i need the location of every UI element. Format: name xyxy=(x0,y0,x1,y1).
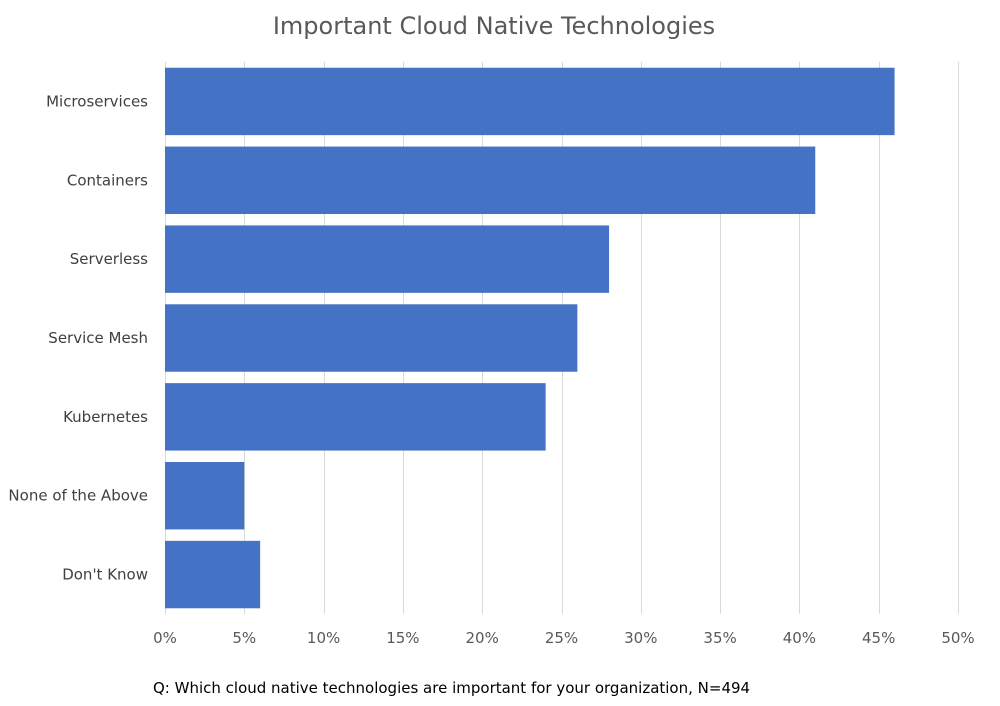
bar-don-t-know xyxy=(165,540,261,609)
bar-service-mesh xyxy=(165,304,578,372)
bar-none-of-the-above xyxy=(165,462,245,530)
x-tick-label: 40% xyxy=(783,629,816,647)
category-labels: Microservices Containers Serverless Service… xyxy=(8,92,148,583)
bar-serverless xyxy=(165,225,610,293)
category-label: None of the Above xyxy=(8,487,148,505)
category-label: Don't Know xyxy=(62,566,148,584)
bar-kubernetes xyxy=(165,383,546,451)
x-tick-label: 10% xyxy=(307,629,340,647)
bar-containers xyxy=(165,146,816,214)
category-label: Containers xyxy=(67,171,148,189)
chart-caption: Q: Which cloud native technologies are i… xyxy=(153,679,750,697)
x-tick-label: 30% xyxy=(624,629,657,647)
category-label: Microservices xyxy=(46,92,148,110)
bar-microservices xyxy=(165,67,895,136)
x-tick-label: 5% xyxy=(232,629,256,647)
x-tick-label: 20% xyxy=(466,629,499,647)
x-axis-tick-labels: 0% 5% 10% 15% 20% 25% 30% 35% 40% 45% 50% xyxy=(153,629,975,647)
bars xyxy=(165,67,895,609)
x-tick-label: 45% xyxy=(862,629,895,647)
x-tick-label: 15% xyxy=(386,629,419,647)
x-tick-label: 50% xyxy=(941,629,974,647)
chart-title: Important Cloud Native Technologies xyxy=(273,12,715,40)
category-label: Service Mesh xyxy=(48,329,148,347)
category-label: Kubernetes xyxy=(63,408,148,426)
x-tick-label: 0% xyxy=(153,629,177,647)
x-tick-label: 35% xyxy=(703,629,736,647)
x-tick-label: 25% xyxy=(545,629,578,647)
category-label: Serverless xyxy=(70,250,148,268)
